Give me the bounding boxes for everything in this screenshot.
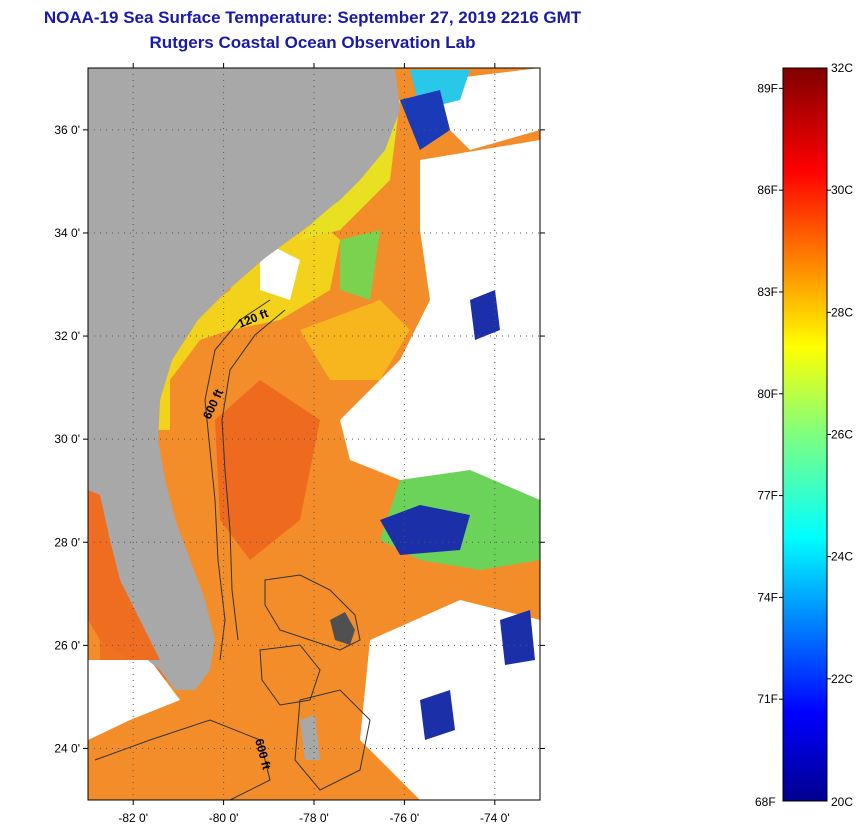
fahrenheit-tick-label: 83F [757, 285, 778, 299]
lat-tick-label: 36 0' [54, 123, 80, 137]
cool-patch [340, 230, 380, 300]
cold-patch [380, 505, 470, 555]
celsius-tick-label: 30C [831, 183, 853, 197]
colorbar-bottom-label: 20C [831, 795, 853, 809]
map-subtitle: Rutgers Coastal Ocean Observation Lab [149, 33, 476, 52]
colorbar-top-label: 32C [831, 61, 853, 75]
contour-bank [259, 644, 321, 706]
contour-120ft [204, 299, 271, 661]
lat-tick-label: 24 0' [54, 741, 80, 755]
fahrenheit-tick-label: 89F [757, 81, 778, 95]
island [330, 612, 355, 645]
contour-bank [294, 689, 371, 791]
fahrenheit-tick-label: 77F [757, 489, 778, 503]
cold-patch [420, 690, 455, 740]
cloud-area [340, 140, 540, 520]
lon-tick-label: -80 0' [209, 811, 239, 825]
cold-patch [500, 610, 535, 665]
celsius-tick-label: 24C [831, 550, 853, 564]
contour-600ft [221, 309, 286, 641]
cold-patch [400, 90, 450, 150]
fahrenheit-tick-label: 71F [757, 692, 778, 706]
lat-tick-label: 32 0' [54, 329, 80, 343]
lat-tick-label: 30 0' [54, 432, 80, 446]
warm-patch [300, 300, 410, 380]
sst-map: 120 ft 600 ft 600 ft 36 0'34 0'32 0'30 0… [54, 63, 545, 825]
lon-tick-label: -78 0' [299, 811, 329, 825]
warm-patch [215, 380, 320, 560]
contour-bank [264, 574, 361, 651]
fahrenheit-tick-label: 86F [757, 183, 778, 197]
celsius-tick-label: 22C [831, 672, 853, 686]
colorbar: 30C 28C 26C 24C 22C 89F 86F 83F 80F 77F 74F 71F 32C… [755, 61, 853, 809]
gulf-water [88, 490, 160, 660]
celsius-tick-label: 26C [831, 428, 853, 442]
lon-tick-label: -74 0' [480, 811, 510, 825]
latitude-axis: 36 0' 34 0' 32 0' 30 0' 28 0' 26 0' 24 0' [54, 123, 545, 755]
celsius-tick-label: 28C [831, 305, 853, 319]
contour-shelf [94, 719, 271, 800]
colorbar-bottom-f: 68F [755, 795, 776, 809]
longitude-axis: -82 0' -80 0' -78 0' -76 0' -74 0' [118, 63, 510, 825]
colorbar-gradient [782, 67, 828, 802]
graticule [88, 68, 540, 800]
lon-tick-label: -76 0' [390, 811, 420, 825]
land-area [88, 68, 398, 690]
lon-tick-label: -82 0' [118, 811, 148, 825]
fahrenheit-tick-label: 74F [757, 590, 778, 604]
fahrenheit-tick-label: 80F [757, 387, 778, 401]
cloud-area [88, 660, 180, 740]
map-title: NOAA-19 Sea Surface Temperature: Septemb… [43, 8, 582, 27]
lat-tick-label: 28 0' [54, 535, 80, 549]
lat-tick-label: 26 0' [54, 638, 80, 652]
cold-patch [470, 290, 500, 340]
cloud-area [260, 240, 300, 300]
lat-tick-label: 34 0' [54, 226, 80, 240]
